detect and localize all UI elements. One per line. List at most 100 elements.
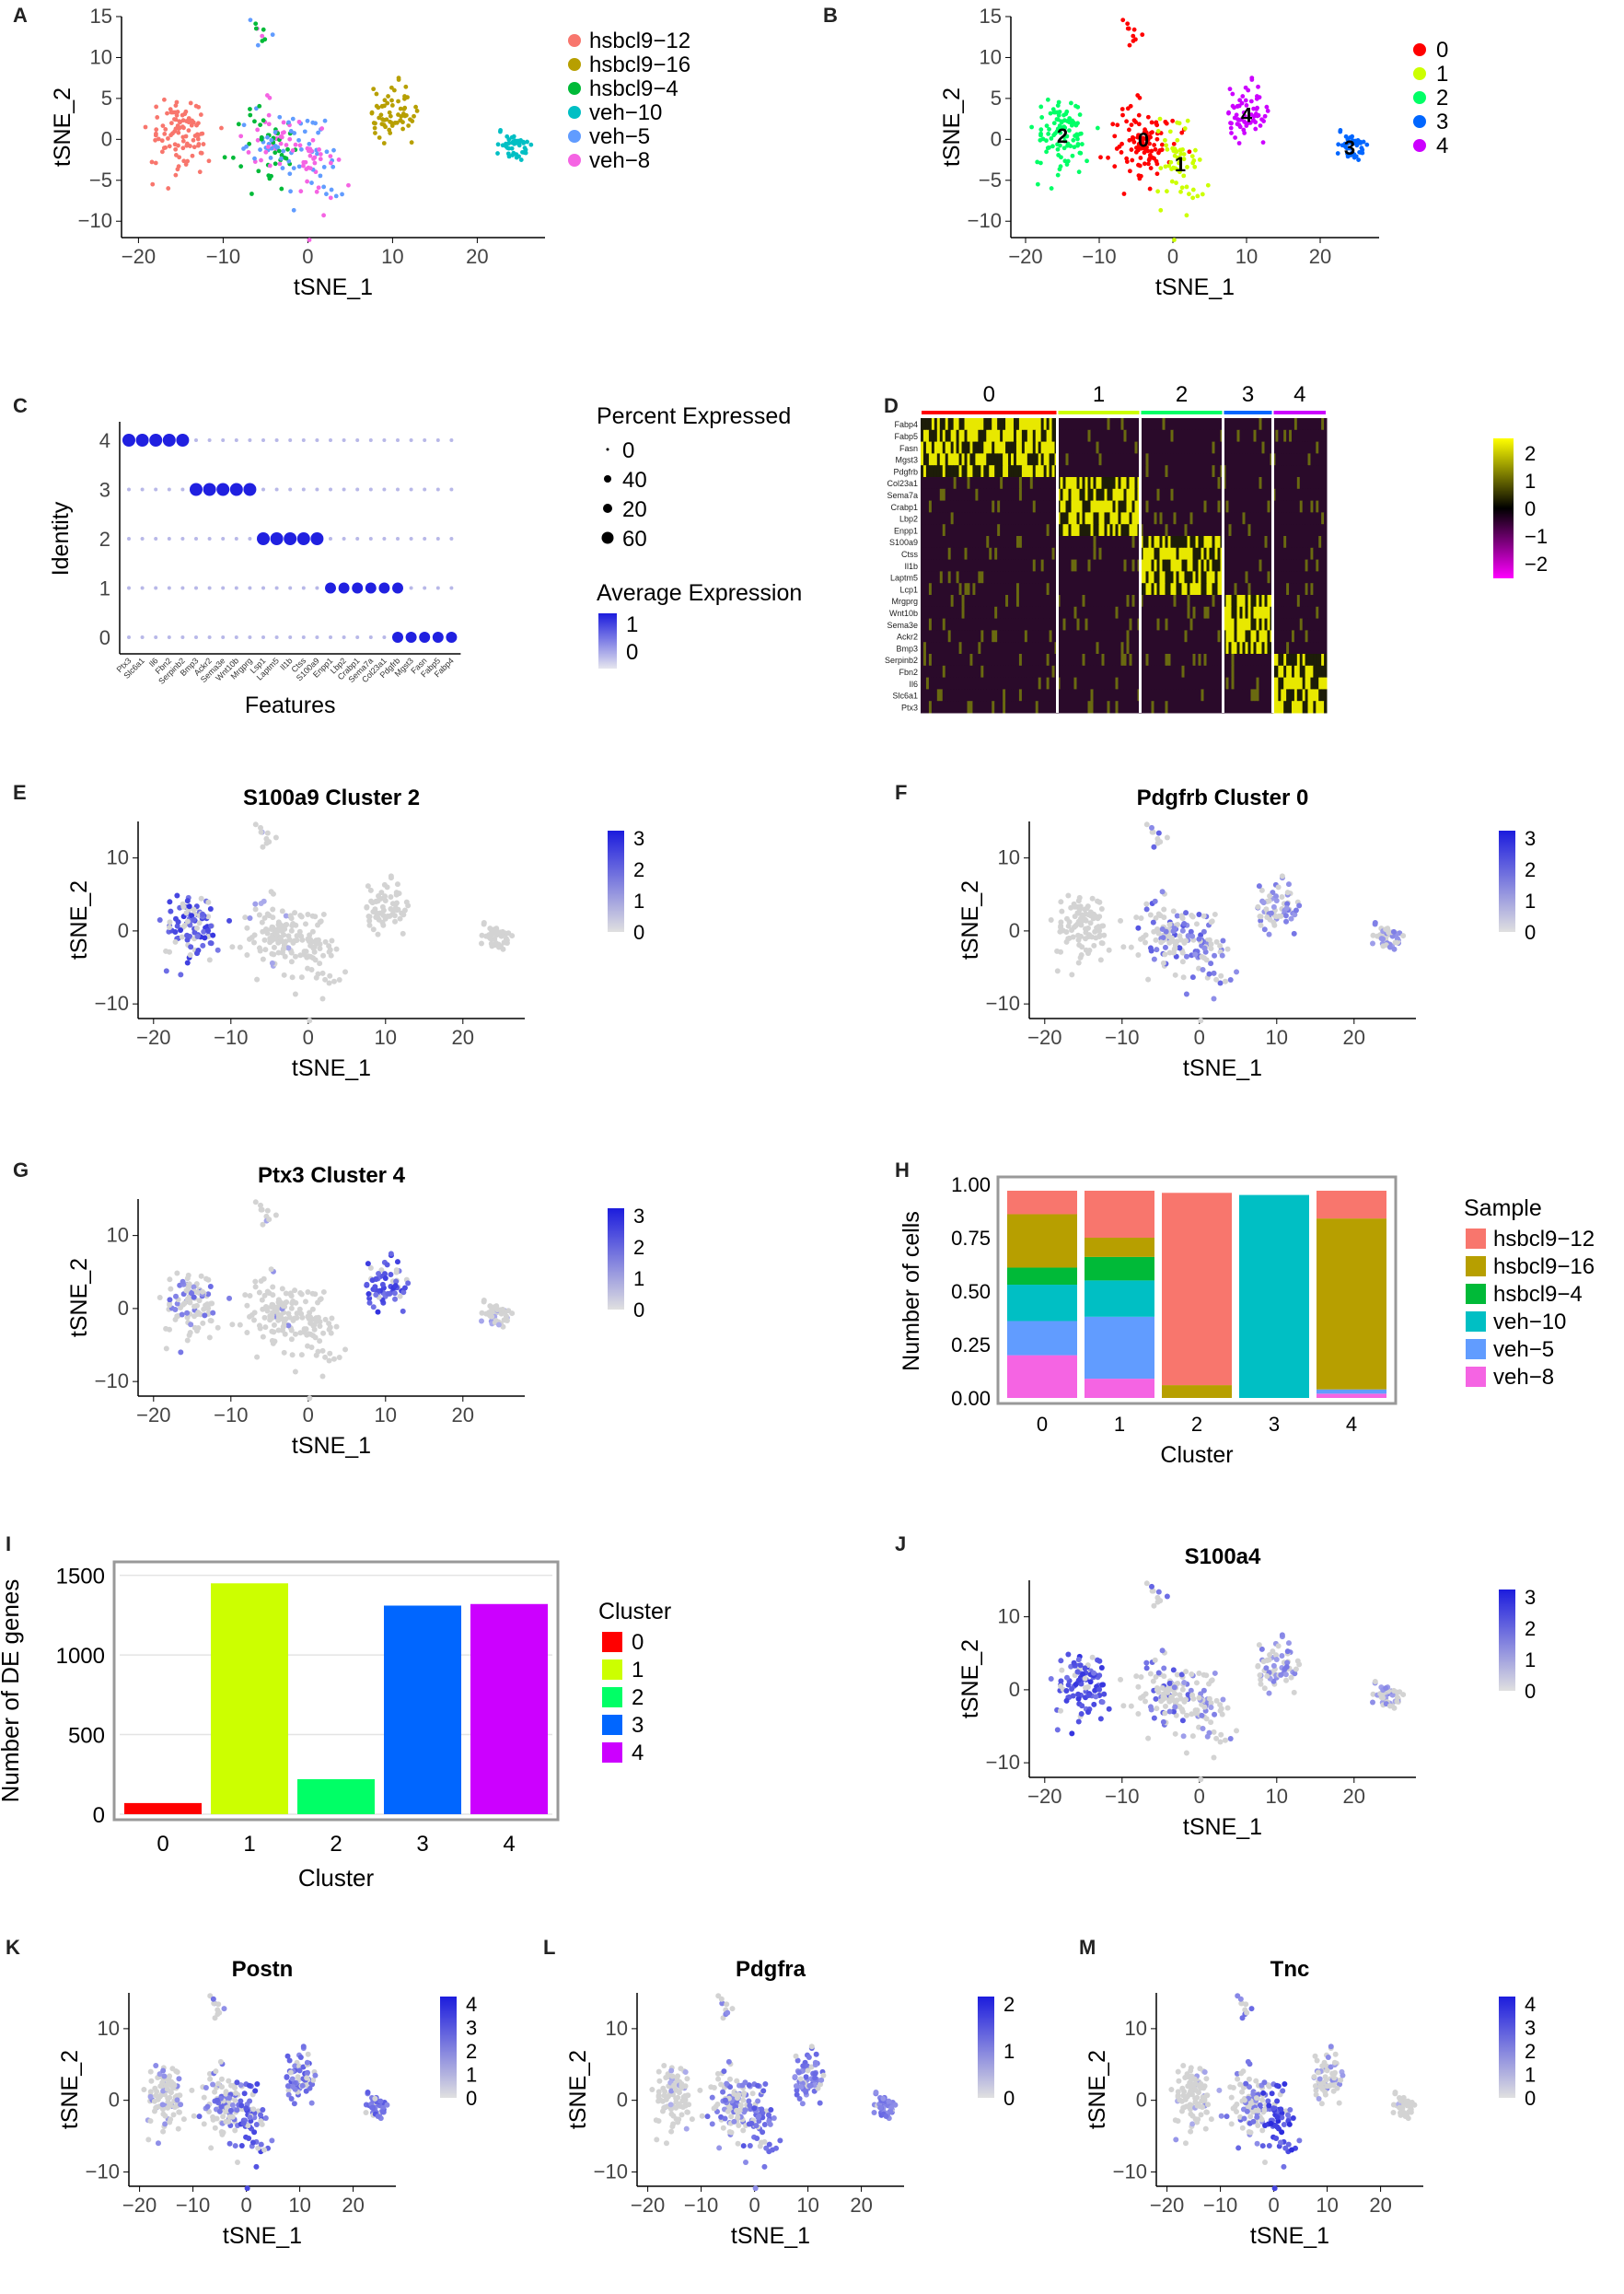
heat-cell [950,654,955,667]
heat-cell [1264,571,1268,584]
heat-cell [1003,524,1006,537]
heat-cell [1259,500,1262,513]
heat-cell [1299,630,1304,643]
heat-cell [1267,512,1270,525]
heat-cell [964,500,968,513]
data-point [1169,179,1175,184]
data-point [379,103,385,109]
dot [248,635,252,639]
heat-cell [1000,441,1003,454]
heat-cell [1236,618,1240,631]
heat-cell [1035,689,1039,702]
heat-cell [1062,453,1066,466]
heat-cell [1018,512,1023,525]
heat-cell [1046,453,1050,466]
heat-cell [1184,642,1188,655]
heat-cell [936,571,941,584]
heat-cell [1281,689,1284,702]
heat-cell [1051,618,1056,631]
heat-cell [942,571,946,584]
heat-cell [1040,701,1045,714]
heat-cell [1181,583,1185,596]
heat-cell [1005,488,1009,502]
heat-cell [1272,689,1276,702]
heat-cell [1024,618,1028,631]
heat-cell [1123,453,1127,466]
data-point [292,991,298,997]
heat-cell [1115,559,1119,572]
heat-cell [1214,559,1218,572]
heat-cell [1318,654,1322,667]
heat-cell [1131,512,1135,525]
dot [315,487,319,492]
heat-cell [921,441,924,454]
heat-cell [1195,547,1199,561]
legend-label: veh−8 [589,148,650,173]
heat-cell [1209,606,1212,620]
heat-cell [1027,701,1031,714]
heat-cell [1250,512,1254,525]
heat-cell [1250,500,1254,513]
heat-cell [1165,536,1168,549]
heat-cell [1068,418,1072,431]
data-point [1351,155,1357,160]
heat-cell [1154,654,1157,667]
data-point [318,173,323,179]
heat-cell [1176,665,1179,679]
heat-cell [1293,606,1298,620]
heat-cell [1131,559,1135,572]
heat-cell [1148,488,1152,502]
heat-cell [1181,547,1185,561]
heat-cell [1228,465,1232,478]
heat-cell [1305,429,1309,443]
heat-cell [1178,418,1182,431]
heat-cell [956,488,960,502]
heat-cell [1214,429,1218,443]
heat-cell [1024,453,1028,466]
heat-cell [1008,418,1012,431]
heat-cell [1253,642,1257,655]
data-point [1146,161,1151,167]
data-point [284,156,289,161]
heat-cell [1024,689,1028,702]
data-point [269,137,274,143]
heat-cell [1076,512,1080,525]
heat-cell [1040,453,1045,466]
heat-cell [1247,547,1251,561]
heat-cell [1225,536,1229,549]
data-point [317,941,323,948]
heat-cell [1286,701,1290,714]
heat-cell [1073,654,1077,667]
heat-cell [1120,595,1124,608]
heat-cell [1104,642,1108,655]
heat-cell [942,453,946,466]
x-tick-label: −10 [206,245,240,268]
heat-cell [950,689,955,702]
data-point [1128,103,1133,109]
heat-cell [1011,583,1015,596]
cluster-bar [922,411,1057,414]
heat-cell [1032,441,1037,454]
heat-cell [1005,536,1009,549]
heat-cell [978,630,981,643]
heat-cell [1060,500,1063,513]
heat-cell [1018,642,1023,655]
heat-cell [967,606,970,620]
heat-cell [975,595,979,608]
heat-cell [1234,630,1237,643]
data-point [176,130,181,135]
heat-cell [1189,559,1193,572]
heat-cell [1011,524,1015,537]
heat-cell [922,595,927,608]
heat-cell [931,618,935,631]
data-point [241,122,247,128]
data-point [379,122,385,127]
heat-cell [1123,677,1127,690]
heat-cell [1291,595,1295,608]
heat-cell [1187,654,1190,667]
heat-cell [1318,677,1322,690]
heat-cell [1302,524,1306,537]
heat-cell [1154,559,1157,572]
heat-cell [989,524,992,537]
heat-cell [1098,559,1102,572]
